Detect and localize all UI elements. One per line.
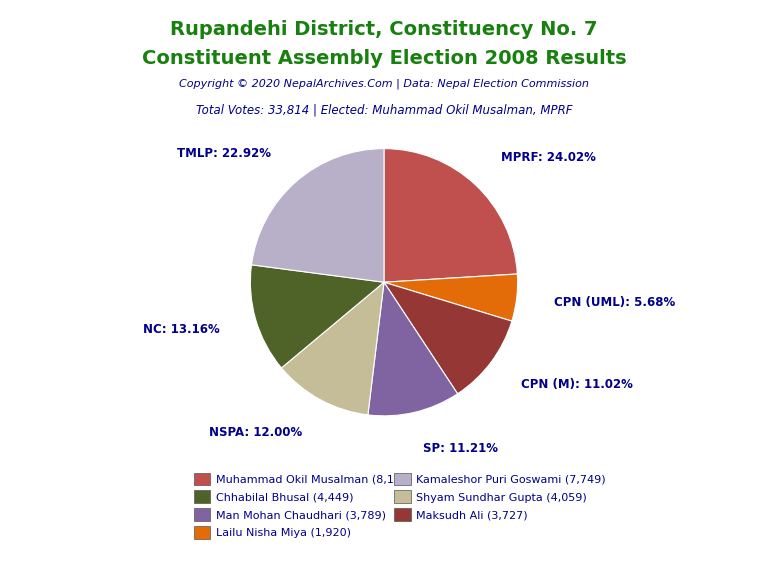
Text: Total Votes: 33,814 | Elected: Muhammad Okil Musalman, MPRF: Total Votes: 33,814 | Elected: Muhammad …	[196, 104, 572, 117]
Wedge shape	[250, 265, 384, 368]
Text: NC: 13.16%: NC: 13.16%	[143, 323, 220, 336]
Wedge shape	[368, 282, 458, 416]
Wedge shape	[384, 282, 511, 394]
Text: TMLP: 22.92%: TMLP: 22.92%	[177, 147, 271, 160]
Text: Copyright © 2020 NepalArchives.Com | Data: Nepal Election Commission: Copyright © 2020 NepalArchives.Com | Dat…	[179, 79, 589, 89]
Wedge shape	[384, 274, 518, 321]
Text: NSPA: 12.00%: NSPA: 12.00%	[209, 426, 303, 439]
Text: SP: 11.21%: SP: 11.21%	[423, 442, 498, 455]
Wedge shape	[384, 149, 518, 282]
Wedge shape	[281, 282, 384, 415]
Text: MPRF: 24.02%: MPRF: 24.02%	[502, 151, 596, 164]
Text: Constituent Assembly Election 2008 Results: Constituent Assembly Election 2008 Resul…	[141, 49, 627, 68]
Text: CPN (M): 11.02%: CPN (M): 11.02%	[521, 378, 633, 391]
Wedge shape	[251, 149, 384, 282]
Text: CPN (UML): 5.68%: CPN (UML): 5.68%	[554, 295, 675, 309]
Text: Rupandehi District, Constituency No. 7: Rupandehi District, Constituency No. 7	[170, 20, 598, 39]
Legend: Kamaleshor Puri Goswami (7,749), Shyam Sundhar Gupta (4,059), Maksudh Ali (3,727: Kamaleshor Puri Goswami (7,749), Shyam S…	[389, 468, 611, 525]
